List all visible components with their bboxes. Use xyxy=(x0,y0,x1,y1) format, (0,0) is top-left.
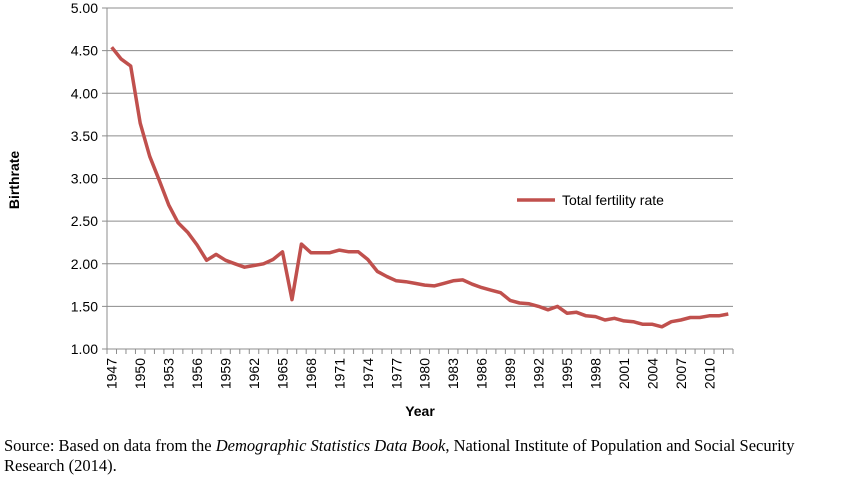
x-axis-label: Year xyxy=(405,403,435,419)
x-tick-label: 2010 xyxy=(701,358,717,389)
y-axis-label: Birthrate xyxy=(6,151,22,210)
legend: Total fertility rate xyxy=(517,192,664,208)
x-tick-label: 1983 xyxy=(445,358,461,389)
x-tick-label: 1989 xyxy=(502,358,518,389)
y-tick-label: 1.50 xyxy=(71,298,98,314)
x-tick-label: 2007 xyxy=(673,358,689,389)
y-tick-label: 3.00 xyxy=(71,171,98,187)
x-tick-label: 2001 xyxy=(616,358,632,389)
x-tick-label: 1995 xyxy=(559,358,575,389)
source-note: Source: Based on data from the Demograph… xyxy=(4,436,849,476)
y-tick-label: 3.50 xyxy=(71,128,98,144)
x-tick-label: 1977 xyxy=(388,358,404,389)
legend-label: Total fertility rate xyxy=(562,192,664,208)
x-tick-label: 1974 xyxy=(360,358,376,389)
x-tick-label: 1971 xyxy=(331,358,347,389)
x-tick-label: 1968 xyxy=(303,358,319,389)
x-tick-label: 1980 xyxy=(417,358,433,389)
x-tick-label: 1986 xyxy=(474,358,490,389)
x-tick-label: 1962 xyxy=(246,358,262,389)
x-tick-label: 1953 xyxy=(161,358,177,389)
x-tick-label: 1947 xyxy=(104,358,120,389)
x-tick-label: 1956 xyxy=(189,358,205,389)
source-title: Demographic Statistics Data Book xyxy=(215,436,446,455)
y-tick-label: 4.50 xyxy=(71,43,98,59)
y-tick-label: 2.00 xyxy=(71,256,98,272)
series-line-total-fertility-rate xyxy=(110,46,729,329)
y-tick-label: 2.50 xyxy=(71,213,98,229)
y-tick-label: 1.00 xyxy=(71,341,98,357)
source-suffix: , National Institute of Population and S… xyxy=(4,436,795,475)
y-tick-label: 4.00 xyxy=(71,85,98,101)
source-prefix: Source: Based on data from the xyxy=(4,436,216,455)
fertility-line-chart: 1.00 1.50 2.00 2.50 3.00 3.50 4.00 4.50 5.00 194… xyxy=(6,0,734,419)
x-tick-label: 1992 xyxy=(531,358,547,389)
x-tick-label: 2004 xyxy=(644,358,660,389)
x-tick-label: 1959 xyxy=(218,358,234,389)
x-tick-label: 1965 xyxy=(274,358,290,389)
x-tick-label: 1998 xyxy=(587,358,603,389)
y-tick-label: 5.00 xyxy=(71,0,98,16)
x-tick-label: 1950 xyxy=(132,358,148,389)
